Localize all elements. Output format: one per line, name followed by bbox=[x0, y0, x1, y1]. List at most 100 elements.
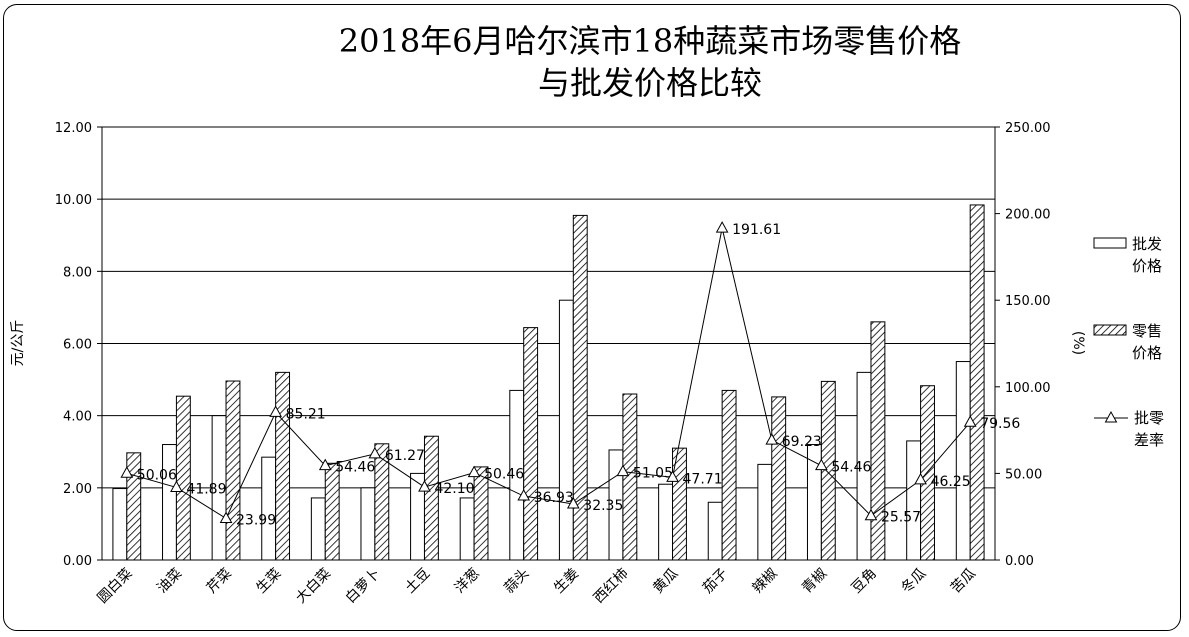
rate-data-label: 36.93 bbox=[534, 490, 574, 506]
y-axis-tick-label: 10.00 bbox=[55, 193, 92, 208]
bar-retail bbox=[423, 435, 439, 561]
bar-wholesale bbox=[261, 456, 277, 561]
y-axis-tick-label: 0.00 bbox=[63, 554, 92, 569]
y2-axis-tick-label: 0.00 bbox=[1005, 554, 1034, 569]
bar-retail bbox=[572, 214, 588, 561]
x-axis-category-label: 西红柿 bbox=[590, 565, 632, 607]
rate-data-label: 85.21 bbox=[286, 406, 326, 422]
y2-axis-tick-label: 200.00 bbox=[1005, 208, 1051, 223]
rate-marker bbox=[120, 466, 134, 478]
bar-retail bbox=[473, 466, 489, 561]
y2-axis-tick-label: 100.00 bbox=[1005, 381, 1051, 396]
x-axis-category-label: 茄子 bbox=[699, 565, 731, 597]
x-axis-category-label: 辣椒 bbox=[749, 566, 780, 597]
bar-wholesale bbox=[360, 487, 376, 561]
rate-marker bbox=[815, 458, 828, 471]
y-axis-tick-label: 6.00 bbox=[63, 338, 92, 353]
y2-axis-tick-label: 150.00 bbox=[1005, 294, 1051, 309]
rate-marker bbox=[765, 433, 779, 445]
x-axis-category-label: 芹菜 bbox=[204, 566, 235, 597]
x-axis-category-label: 洋葱 bbox=[452, 566, 483, 597]
chart-frame bbox=[3, 4, 1181, 631]
legend-label-retail-line2: 价格 bbox=[1132, 344, 1162, 362]
x-axis-category-label: 油菜 bbox=[154, 566, 185, 597]
bar-retail bbox=[126, 452, 142, 561]
rate-marker bbox=[963, 415, 977, 427]
plot-area-border bbox=[101, 126, 996, 561]
bar-retail bbox=[920, 385, 935, 561]
bar-wholesale bbox=[906, 440, 922, 561]
rate-data-label: 32.35 bbox=[583, 498, 623, 514]
x-axis-category-label: 生姜 bbox=[551, 566, 582, 597]
chart-title-line1: 2018年6月哈尔滨市18种蔬菜市场零售价格 bbox=[338, 22, 962, 60]
rate-data-label: 41.89 bbox=[186, 481, 226, 497]
bar-wholesale bbox=[707, 501, 723, 561]
rate-marker bbox=[269, 405, 282, 417]
rate-data-label: 54.46 bbox=[335, 460, 375, 476]
x-axis-category-label: 生菜 bbox=[253, 566, 284, 597]
rate-marker bbox=[318, 458, 332, 471]
legend-swatch-wholesale bbox=[1093, 237, 1127, 249]
rate-marker bbox=[368, 446, 382, 459]
rate-marker bbox=[566, 496, 580, 509]
y-axis-tick-label: 4.00 bbox=[63, 410, 92, 425]
rate-data-label: 51.05 bbox=[633, 466, 673, 482]
bar-retail bbox=[374, 443, 390, 561]
rate-data-label: 54.46 bbox=[831, 460, 871, 476]
bar-wholesale bbox=[162, 444, 177, 561]
bar-retail bbox=[175, 395, 191, 561]
x-axis-category-label: 蒜头 bbox=[501, 566, 532, 597]
bar-retail bbox=[820, 380, 836, 561]
x-axis-category-label: 青椒 bbox=[799, 566, 830, 597]
rate-marker bbox=[616, 464, 630, 477]
rate-data-label: 50.06 bbox=[137, 467, 177, 483]
legend-swatch-retail bbox=[1093, 324, 1127, 336]
rate-marker bbox=[467, 465, 481, 478]
y2-axis-tick-label: 250.00 bbox=[1005, 121, 1051, 136]
legend-label-wholesale-line2: 价格 bbox=[1132, 257, 1162, 275]
rate-data-label: 25.57 bbox=[881, 510, 921, 526]
bar-wholesale bbox=[459, 497, 475, 561]
rate-data-label: 47.71 bbox=[683, 471, 723, 487]
bar-wholesale bbox=[558, 299, 574, 561]
bar-wholesale bbox=[310, 497, 326, 561]
bar-retail bbox=[771, 396, 787, 561]
rate-data-label: 79.56 bbox=[980, 416, 1020, 432]
y-axis-tick-label: 2.00 bbox=[63, 482, 92, 497]
bar-wholesale bbox=[112, 488, 128, 561]
rate-data-label: 23.99 bbox=[236, 512, 276, 528]
rate-data-label: 61.27 bbox=[385, 448, 425, 464]
bar-retail bbox=[523, 327, 539, 561]
x-axis-category-label: 土豆 bbox=[402, 566, 433, 597]
chart-title-line2: 与批发价格比较 bbox=[537, 64, 762, 102]
rate-data-label: 42.10 bbox=[434, 481, 474, 497]
bar-retail bbox=[324, 462, 340, 561]
chart-title: 2018年6月哈尔滨市18种蔬菜市场零售价格 与批发价格比较 bbox=[240, 20, 1060, 104]
rate-marker bbox=[219, 511, 233, 523]
legend-label-retail-line1: 零售 bbox=[1132, 322, 1162, 340]
y2-axis-tick-label: 50.00 bbox=[1005, 467, 1042, 482]
bar-wholesale bbox=[757, 463, 773, 561]
y-axis-title: 元/公斤 bbox=[10, 320, 26, 367]
bar-retail bbox=[721, 389, 737, 561]
rate-marker bbox=[864, 508, 878, 521]
legend-label-wholesale-line1: 批发 bbox=[1132, 235, 1162, 253]
bar-retail bbox=[672, 447, 687, 561]
bar-retail bbox=[870, 321, 886, 561]
rate-marker bbox=[517, 488, 531, 501]
bar-retail bbox=[275, 371, 291, 561]
x-axis-category-label: 黄瓜 bbox=[650, 565, 682, 597]
bar-retail bbox=[969, 204, 985, 561]
rate-marker bbox=[170, 480, 183, 492]
bar-retail bbox=[622, 393, 638, 561]
bar-retail bbox=[225, 380, 241, 561]
x-axis-category-label: 大白菜 bbox=[293, 566, 334, 607]
bar-wholesale bbox=[955, 361, 971, 561]
rate-data-label: 50.46 bbox=[484, 467, 524, 483]
rate-marker bbox=[715, 221, 729, 233]
y2-axis-title: (%) bbox=[1070, 331, 1086, 355]
x-axis-category-label: 圆白菜 bbox=[95, 566, 136, 607]
rate-data-label: 191.61 bbox=[732, 222, 781, 238]
legend-label-rate-line1: 批零 bbox=[1134, 409, 1164, 427]
